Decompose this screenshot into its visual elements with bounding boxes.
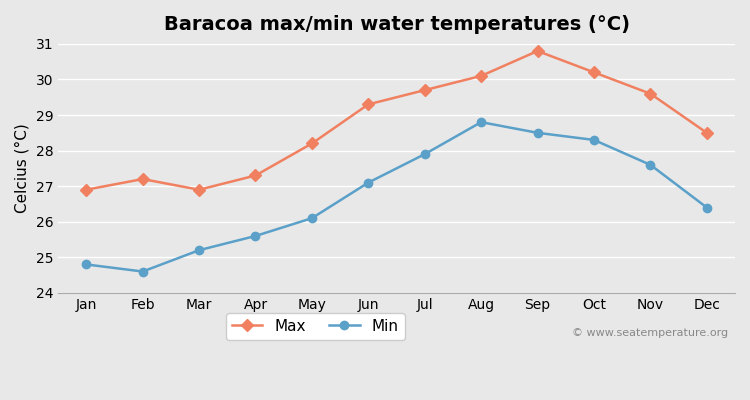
Min <box>533 130 542 135</box>
Text: © www.seatemperature.org: © www.seatemperature.org <box>572 328 728 338</box>
Min <box>138 269 147 274</box>
Max <box>82 187 91 192</box>
Max <box>590 70 598 75</box>
Max <box>364 102 373 107</box>
Max <box>646 91 655 96</box>
Max <box>533 49 542 54</box>
Min <box>420 152 429 156</box>
Max <box>420 88 429 92</box>
Min <box>308 216 316 220</box>
Max <box>138 177 147 182</box>
Max <box>194 187 203 192</box>
Max <box>308 141 316 146</box>
Line: Max: Max <box>82 47 711 194</box>
Min <box>702 205 711 210</box>
Min <box>477 120 486 124</box>
Y-axis label: Celcius (°C): Celcius (°C) <box>15 124 30 213</box>
Min <box>646 162 655 167</box>
Min <box>251 234 260 238</box>
Title: Baracoa max/min water temperatures (°C): Baracoa max/min water temperatures (°C) <box>164 15 629 34</box>
Min <box>364 180 373 185</box>
Min <box>590 138 598 142</box>
Min <box>194 248 203 252</box>
Min <box>82 262 91 267</box>
Max <box>477 74 486 78</box>
Max <box>702 130 711 135</box>
Line: Min: Min <box>82 118 711 276</box>
Max <box>251 173 260 178</box>
Legend: Max, Min: Max, Min <box>226 313 405 340</box>
